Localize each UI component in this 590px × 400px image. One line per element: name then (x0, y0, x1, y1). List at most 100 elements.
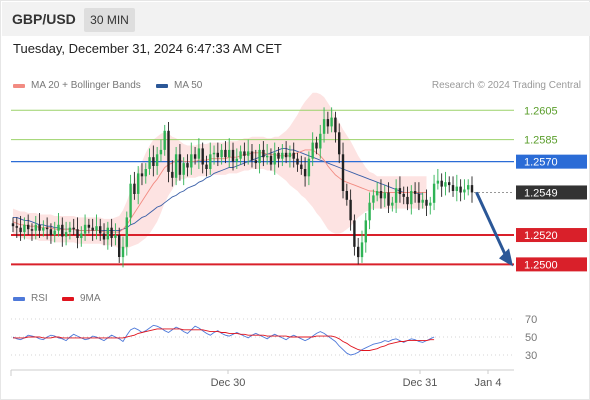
candle-body (243, 151, 246, 156)
candle-body (42, 227, 45, 231)
candle-body (266, 155, 269, 158)
level-label-1.2549: 1.2549 (524, 187, 558, 199)
ma20-line (12, 149, 427, 233)
candle-body (451, 185, 455, 191)
candle-body (436, 180, 440, 184)
candle-body (391, 202, 394, 206)
candle-body (133, 183, 136, 194)
candle-body (357, 246, 360, 258)
candle-body (49, 229, 53, 236)
candle-body (300, 164, 303, 169)
candle-body (163, 130, 166, 150)
candle-body (11, 223, 15, 227)
candle-body (292, 152, 295, 159)
candle-body (45, 227, 49, 230)
candle-body (273, 152, 276, 165)
candle-body (155, 154, 159, 166)
candle-body (410, 191, 413, 205)
x-tick-label: Dec 31 (403, 377, 438, 389)
x-tick-label: Dec 30 (211, 377, 246, 389)
ma20-swatch (13, 83, 25, 88)
symbol-label: GBP/USD (12, 11, 76, 27)
candle-body (281, 152, 284, 159)
candle-body (68, 227, 72, 233)
candle-body (19, 227, 22, 233)
candle-body (95, 226, 98, 231)
candle-body (80, 233, 83, 238)
candle-body (326, 119, 330, 127)
candle-body (394, 188, 398, 203)
candle-body (307, 158, 311, 177)
candle-body (353, 220, 356, 247)
candle-body (262, 149, 265, 158)
candle-body (140, 173, 144, 177)
candle-body (144, 169, 147, 177)
rsi-swatch (13, 296, 25, 301)
candle-body (413, 191, 417, 194)
candle-body (216, 152, 219, 158)
candle-body (152, 157, 155, 166)
candle-body (118, 235, 121, 257)
candle-body (27, 224, 30, 230)
rsi-ma9-line (13, 328, 435, 351)
candle-body (368, 202, 371, 221)
candle-body (319, 133, 322, 149)
candle-body (376, 191, 379, 196)
legend-ma50: MA 50 (156, 80, 202, 91)
level-label-1.2500: 1.2500 (524, 259, 558, 271)
legend-ma20-label: MA 20 + Bollinger Bands (31, 80, 141, 91)
candle-body (254, 160, 257, 164)
candle-body (72, 227, 75, 230)
candle-body (322, 119, 326, 134)
level-label-1.2605: 1.2605 (524, 105, 558, 117)
legend-rsi: RSI (13, 293, 48, 304)
candle-body (167, 130, 170, 172)
candle-body (224, 149, 227, 158)
candle-body (178, 154, 182, 175)
chart-header: GBP/USD 30 MIN (2, 2, 590, 36)
rsi-tick-50: 50 (525, 332, 537, 344)
candle-body (159, 149, 163, 155)
level-label-1.2520: 1.2520 (524, 230, 558, 242)
candle-body (209, 154, 212, 169)
candle-body (277, 152, 280, 159)
candle-body (30, 229, 34, 231)
candle-body (448, 182, 451, 186)
candle-body (379, 191, 383, 199)
candle-body (129, 183, 132, 218)
candle-body (432, 183, 436, 203)
forecast-arrow-head (499, 248, 513, 267)
candle-body (182, 163, 185, 175)
candle-body (269, 155, 273, 165)
candle-body (444, 182, 447, 187)
rsi-line (12, 324, 435, 356)
candle-body (440, 180, 443, 187)
candle-body (398, 188, 402, 194)
candle-body (334, 117, 337, 133)
candle-body (61, 224, 64, 237)
candle-body (76, 229, 79, 238)
candle-body (64, 232, 68, 237)
candle-body (360, 242, 364, 258)
candle-body (417, 193, 421, 203)
candle-body (220, 149, 223, 158)
candle-body (91, 227, 94, 231)
candle-body (341, 154, 345, 191)
candle-body (364, 220, 367, 243)
candle-body (87, 224, 91, 228)
bollinger-band-area (13, 92, 427, 249)
candle-body (212, 152, 216, 155)
legend-ma20: MA 20 + Bollinger Bands (13, 80, 141, 91)
candle-body (57, 224, 60, 231)
candle-body (338, 132, 341, 155)
candle-body (463, 189, 466, 193)
level-label-bg-1.2570 (516, 154, 587, 169)
candle-body (23, 224, 26, 233)
forecast-arrow (475, 191, 513, 267)
candle-body (247, 151, 250, 156)
ma50-swatch (156, 83, 168, 88)
timeframe-badge[interactable]: 30 MIN (84, 8, 135, 32)
candles (11, 107, 474, 268)
rsi-tick-70: 70 (525, 314, 537, 326)
